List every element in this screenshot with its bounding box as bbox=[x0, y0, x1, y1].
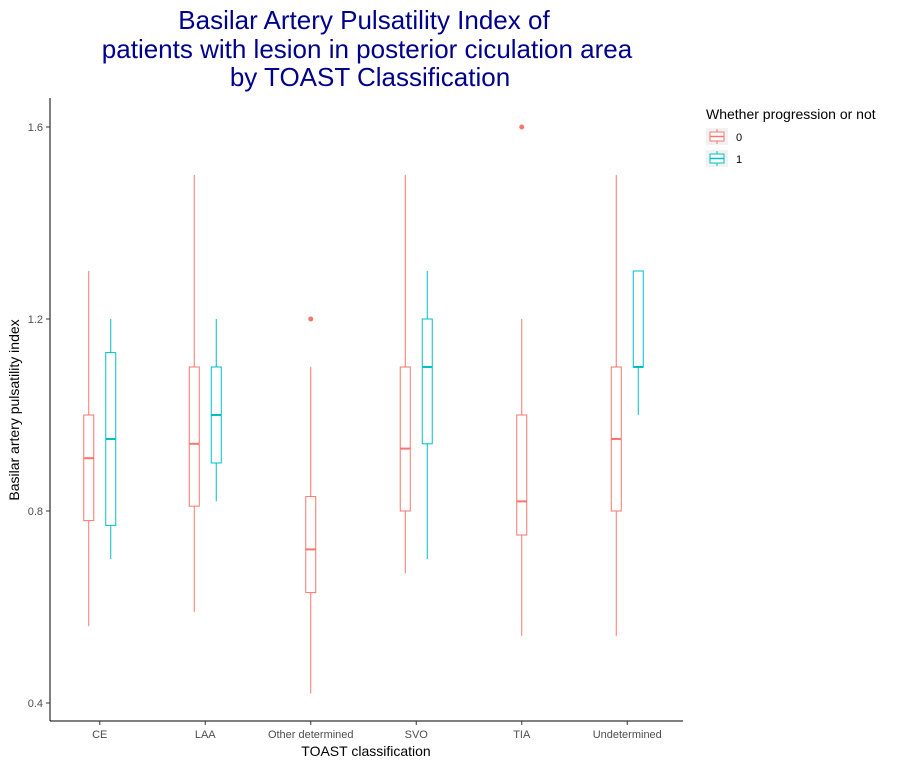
y-tick-label: 0.4 bbox=[28, 698, 43, 710]
x-tick-label: Undetermined bbox=[593, 729, 662, 741]
box-tia-group-0 bbox=[516, 124, 528, 636]
chart-title-line-2: patients with lesion in posterior cicula… bbox=[102, 34, 633, 64]
y-axis-ticks: 0.4 0.8 1.2 1.6 bbox=[28, 122, 50, 710]
chart-title-line-3: by TOAST Classification bbox=[230, 62, 510, 92]
chart-title-line-1: Basilar Artery Pulsatility Index of bbox=[178, 5, 550, 35]
box-ce-group-1 bbox=[105, 319, 117, 559]
x-tick-label: LAA bbox=[195, 729, 216, 741]
box-ce-group-0 bbox=[83, 271, 95, 627]
x-axis-title: TOAST classification bbox=[301, 743, 430, 759]
y-tick-label: 1.6 bbox=[28, 122, 43, 134]
box-iqr bbox=[188, 366, 200, 507]
y-tick-label: 0.8 bbox=[28, 506, 43, 518]
x-tick-label: SVO bbox=[405, 729, 429, 741]
legend-key-0: 0 bbox=[706, 128, 742, 145]
y-axis-title: Basilar artery pulsatility index bbox=[6, 319, 22, 500]
legend-key-1: 1 bbox=[706, 150, 742, 167]
box-iqr bbox=[399, 366, 411, 512]
box-undetermined-group-0 bbox=[610, 175, 622, 636]
box-iqr bbox=[83, 414, 95, 522]
legend-title: Whether progression or not bbox=[706, 106, 876, 122]
box-undetermined-group-1 bbox=[632, 270, 644, 415]
x-tick-label: CE bbox=[92, 729, 107, 741]
x-tick-label: Other determined bbox=[268, 729, 354, 741]
y-tick-label: 1.2 bbox=[28, 314, 43, 326]
box-laa-group-0 bbox=[188, 175, 200, 612]
box-laa-group-1 bbox=[210, 319, 222, 502]
box-iqr bbox=[632, 270, 644, 368]
x-tick-label: TIA bbox=[513, 729, 531, 741]
box-iqr bbox=[421, 318, 433, 445]
legend: Whether progression or not 0 1 bbox=[706, 106, 876, 167]
x-axis-ticks: CE LAA Other determined SVO TIA Undetermined bbox=[92, 721, 662, 741]
legend-label-0: 0 bbox=[736, 132, 742, 144]
box-svo-group-1 bbox=[421, 271, 433, 559]
box-svo-group-0 bbox=[399, 175, 411, 574]
outlier-point bbox=[519, 124, 525, 130]
plot-area bbox=[83, 124, 644, 694]
legend-label-1: 1 bbox=[736, 154, 742, 166]
box-iqr bbox=[516, 414, 528, 536]
box-iqr bbox=[305, 496, 317, 594]
outlier-point bbox=[308, 316, 314, 322]
box-other-determined-group-0 bbox=[305, 316, 317, 694]
